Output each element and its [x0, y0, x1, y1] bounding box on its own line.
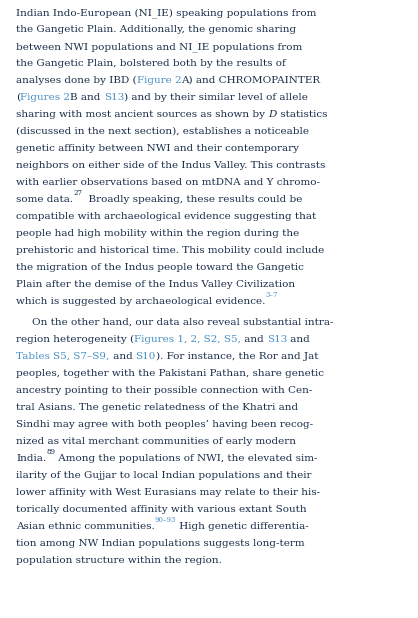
Text: Tables: Tables [16, 352, 53, 361]
Text: with earlier observations based on mtDNA and Y chromo-: with earlier observations based on mtDNA… [16, 178, 320, 187]
Text: torically documented affinity with various extant South: torically documented affinity with vario… [16, 505, 307, 514]
Text: genetic affinity between NWI and their contemporary: genetic affinity between NWI and their c… [16, 144, 299, 153]
Text: Plain after the demise of the Indus Valley Civilization: Plain after the demise of the Indus Vall… [16, 280, 295, 289]
Text: Among the populations of NWI, the elevated sim-: Among the populations of NWI, the elevat… [55, 454, 318, 463]
Text: A) and CHROMOPAINTER: A) and CHROMOPAINTER [181, 76, 320, 85]
Text: tion among NW Indian populations suggests long-term: tion among NW Indian populations suggest… [16, 539, 305, 548]
Text: region heterogeneity (: region heterogeneity ( [16, 335, 134, 344]
Text: S13: S13 [267, 335, 288, 344]
Text: Asian ethnic communities.: Asian ethnic communities. [16, 522, 155, 531]
Text: peoples, together with the Pakistani Pathan, share genetic: peoples, together with the Pakistani Pat… [16, 369, 324, 378]
Text: and: and [288, 335, 310, 344]
Text: High genetic differentia-: High genetic differentia- [176, 522, 309, 531]
Text: compatible with archaeological evidence suggesting that: compatible with archaeological evidence … [16, 212, 316, 221]
Text: (: ( [16, 93, 20, 102]
Text: Broadly speaking, these results could be: Broadly speaking, these results could be [82, 195, 303, 204]
Text: India.: India. [16, 454, 46, 463]
Text: S10: S10 [135, 352, 156, 361]
Text: and: and [110, 352, 135, 361]
Text: ilarity of the Gujjar to local Indian populations and their: ilarity of the Gujjar to local Indian po… [16, 471, 311, 480]
Text: Figures 1, 2, S2, S5,: Figures 1, 2, S2, S5, [134, 335, 241, 344]
Text: Sindhi may agree with both peoples’ having been recog-: Sindhi may agree with both peoples’ havi… [16, 420, 313, 429]
Text: Figures 2: Figures 2 [20, 93, 70, 102]
Text: population structure within the region.: population structure within the region. [16, 556, 222, 565]
Text: Indian Indo-European (NI_IE) speaking populations from: Indian Indo-European (NI_IE) speaking po… [16, 8, 316, 18]
Text: B and: B and [70, 93, 104, 102]
Text: the migration of the Indus people toward the Gangetic: the migration of the Indus people toward… [16, 263, 304, 272]
Text: D: D [268, 110, 277, 119]
Text: On the other hand, our data also reveal substantial intra-: On the other hand, our data also reveal … [32, 318, 334, 327]
Text: S13: S13 [104, 93, 124, 102]
Text: statistics: statistics [277, 110, 327, 119]
Text: 3–7: 3–7 [265, 290, 278, 298]
Text: ). For instance, the Ror and Jat: ). For instance, the Ror and Jat [156, 352, 319, 361]
Text: 89: 89 [46, 447, 55, 455]
Text: people had high mobility within the region during the: people had high mobility within the regi… [16, 229, 299, 238]
Text: nized as vital merchant communities of early modern: nized as vital merchant communities of e… [16, 437, 296, 446]
Text: prehistoric and historical time. This mobility could include: prehistoric and historical time. This mo… [16, 246, 324, 255]
Text: the Gangetic Plain, bolstered both by the results of: the Gangetic Plain, bolstered both by th… [16, 59, 286, 68]
Text: analyses done by IBD (: analyses done by IBD ( [16, 76, 137, 85]
Text: which is suggested by archaeological evidence.: which is suggested by archaeological evi… [16, 297, 265, 306]
Text: ancestry pointing to their possible connection with Cen-: ancestry pointing to their possible conn… [16, 386, 312, 395]
Text: (discussed in the next section), establishes a noticeable: (discussed in the next section), establi… [16, 127, 309, 136]
Text: tral Asians. The genetic relatedness of the Khatri and: tral Asians. The genetic relatedness of … [16, 403, 298, 412]
Text: some data.: some data. [16, 195, 73, 204]
Text: 90–93: 90–93 [155, 515, 176, 523]
Text: between NWI populations and NI_IE populations from: between NWI populations and NI_IE popula… [16, 42, 302, 52]
Text: Figure 2: Figure 2 [137, 76, 181, 85]
Text: the Gangetic Plain. Additionally, the genomic sharing: the Gangetic Plain. Additionally, the ge… [16, 25, 296, 34]
Text: S5, S7–S9,: S5, S7–S9, [53, 352, 110, 361]
Text: 27: 27 [73, 188, 82, 197]
Text: and: and [241, 335, 267, 344]
Text: neighbors on either side of the Indus Valley. This contrasts: neighbors on either side of the Indus Va… [16, 161, 325, 170]
Text: lower affinity with West Eurasians may relate to their his-: lower affinity with West Eurasians may r… [16, 488, 320, 497]
Text: ) and by their similar level of allele: ) and by their similar level of allele [124, 93, 308, 102]
Text: sharing with most ancient sources as shown by: sharing with most ancient sources as sho… [16, 110, 268, 119]
